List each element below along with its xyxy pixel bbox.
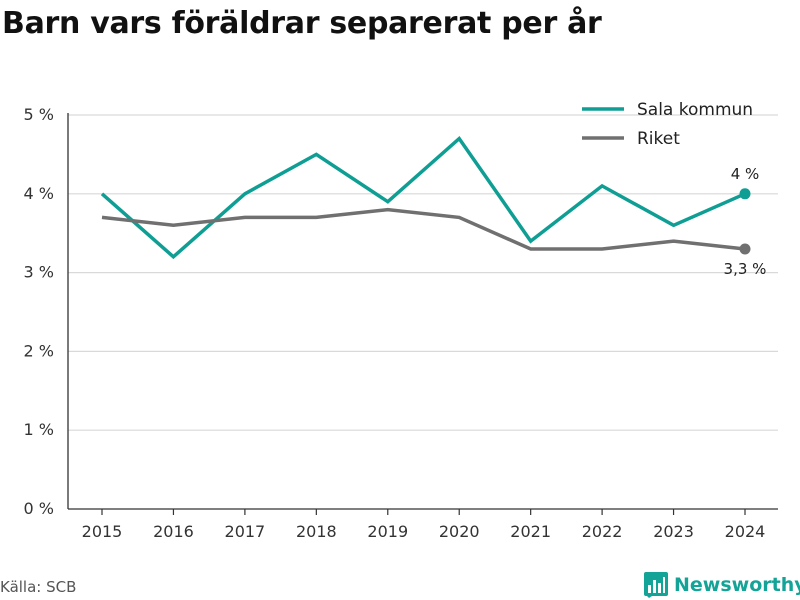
end-point-marker [739, 243, 751, 255]
end-point-marker [739, 188, 751, 200]
newsworthy-logo-icon [644, 572, 668, 598]
brand-logo: Newsworthy [644, 570, 800, 600]
x-tick-label: 2023 [653, 522, 694, 541]
y-tick-label: 2 % [24, 341, 54, 360]
y-tick-label: 0 % [24, 499, 54, 518]
data-label: 3,3 % [724, 260, 767, 278]
series-line-sala-kommun [100, 135, 746, 260]
y-tick-label: 4 % [24, 184, 54, 203]
y-axis: 0 % 1 % 2 % 3 % 4 % 5 % [24, 105, 69, 518]
series-line-riket [101, 207, 746, 251]
y-tick-label: 1 % [24, 420, 54, 439]
x-tick-label: 2020 [439, 522, 480, 541]
data-label: 4 % [731, 165, 760, 183]
y-tick-label: 5 % [24, 105, 54, 124]
x-tick-label: 2022 [582, 522, 623, 541]
x-tick-label: 2021 [510, 522, 551, 541]
x-tick-label: 2018 [296, 522, 337, 541]
x-tick-label: 2017 [225, 522, 266, 541]
brand-name: Newsworthy [674, 574, 800, 596]
end-labels: 4 % 3,3 % [724, 165, 767, 278]
x-axis: 2015 2016 2017 2018 2019 2020 2021 2022 2023 2024 [68, 508, 778, 541]
series-lines [100, 135, 751, 260]
legend-label: Sala kommun [637, 100, 753, 120]
chart-title: Barn vars föräldrar separerat per år [2, 6, 602, 41]
legend: Sala kommun Riket [582, 100, 753, 149]
x-tick-label: 2015 [82, 522, 123, 541]
source-note: Källa: SCB [0, 578, 77, 596]
grid-lines [68, 114, 778, 431]
x-tick-label: 2016 [153, 522, 194, 541]
x-tick-label: 2019 [367, 522, 408, 541]
y-tick-label: 3 % [24, 263, 54, 282]
legend-label: Riket [637, 129, 680, 149]
x-tick-label: 2024 [725, 522, 766, 541]
